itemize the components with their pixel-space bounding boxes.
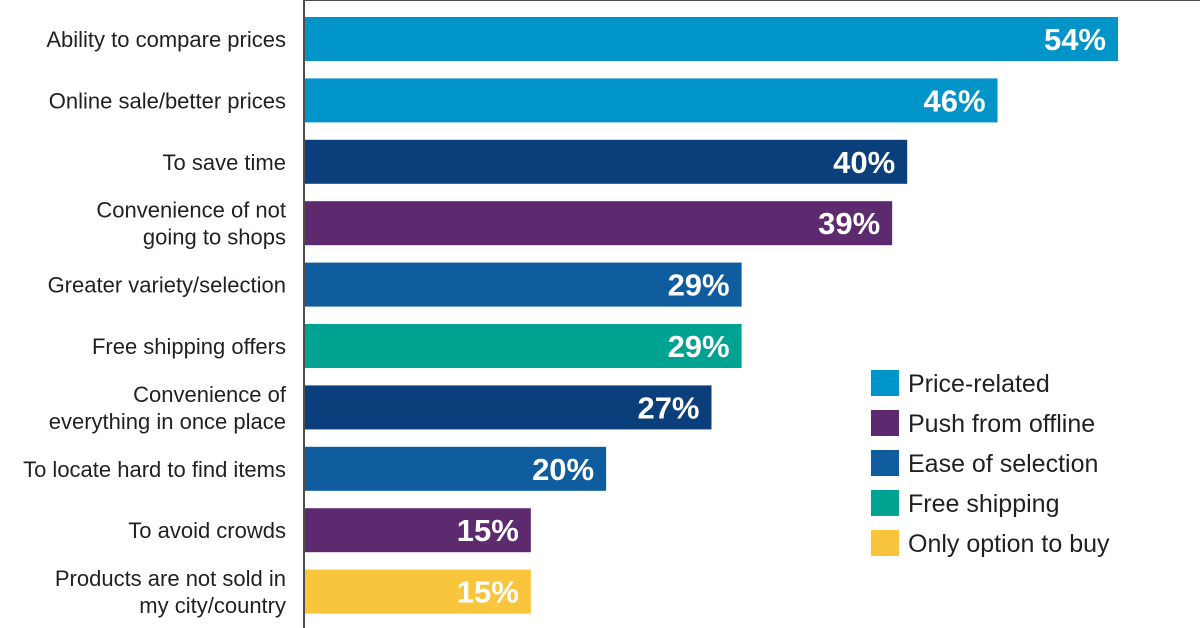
category-label: Convenience of not [96,198,286,223]
category-label: Online sale/better prices [49,88,286,113]
legend-swatch [871,530,899,556]
legend-label: Push from offline [908,410,1095,438]
bar [305,446,607,491]
bar [305,201,893,246]
category-label: going to shops [143,225,286,250]
bar [305,385,712,430]
bar-value-label: 29% [668,329,730,364]
category-label: To save time [163,150,287,175]
bar [305,78,998,123]
legend-label: Free shipping [908,490,1059,518]
legend-label: Ease of selection [908,450,1098,478]
category-label: Convenience of [133,382,287,407]
bar [305,139,908,184]
category-labels-group: Ability to compare prices Online sale/bet… [23,27,287,618]
legend-swatch [871,450,899,476]
category-label: To locate hard to find items [23,457,286,482]
legend-swatch [871,410,899,436]
bar-value-label: 39% [818,206,880,241]
bar [305,262,742,307]
legend-swatch [871,370,899,396]
bar-value-label: 27% [637,390,699,425]
legend-label: Only option to buy [908,530,1110,558]
bar [305,324,742,368]
legend-swatch [871,490,899,516]
bar-value-label: 54% [1044,22,1106,57]
bars-group: 54% 46% 40% 39% 29% 29% 27% 20% 15% 15% [305,17,1118,614]
bar-value-label: 46% [924,83,986,118]
bar [305,508,531,553]
category-label: Products are not sold in [55,566,286,591]
bar-value-label: 15% [457,513,519,548]
legend-label: Price-related [908,370,1050,398]
bar-value-label: 15% [457,575,519,610]
bar-value-label: 20% [532,452,594,487]
legend: Price-related Push from offline Ease of se… [871,370,1110,558]
category-label: Greater variety/selection [48,273,286,298]
bar [305,17,1118,61]
bar-value-label: 40% [833,145,895,180]
category-label: Ability to compare prices [46,27,286,52]
bar [305,569,531,614]
category-label: my city/country [139,593,286,618]
category-label: To avoid crowds [128,518,286,543]
bar-value-label: 29% [668,268,730,303]
category-label: everything in once place [49,409,286,434]
category-label: Free shipping offers [92,334,286,359]
